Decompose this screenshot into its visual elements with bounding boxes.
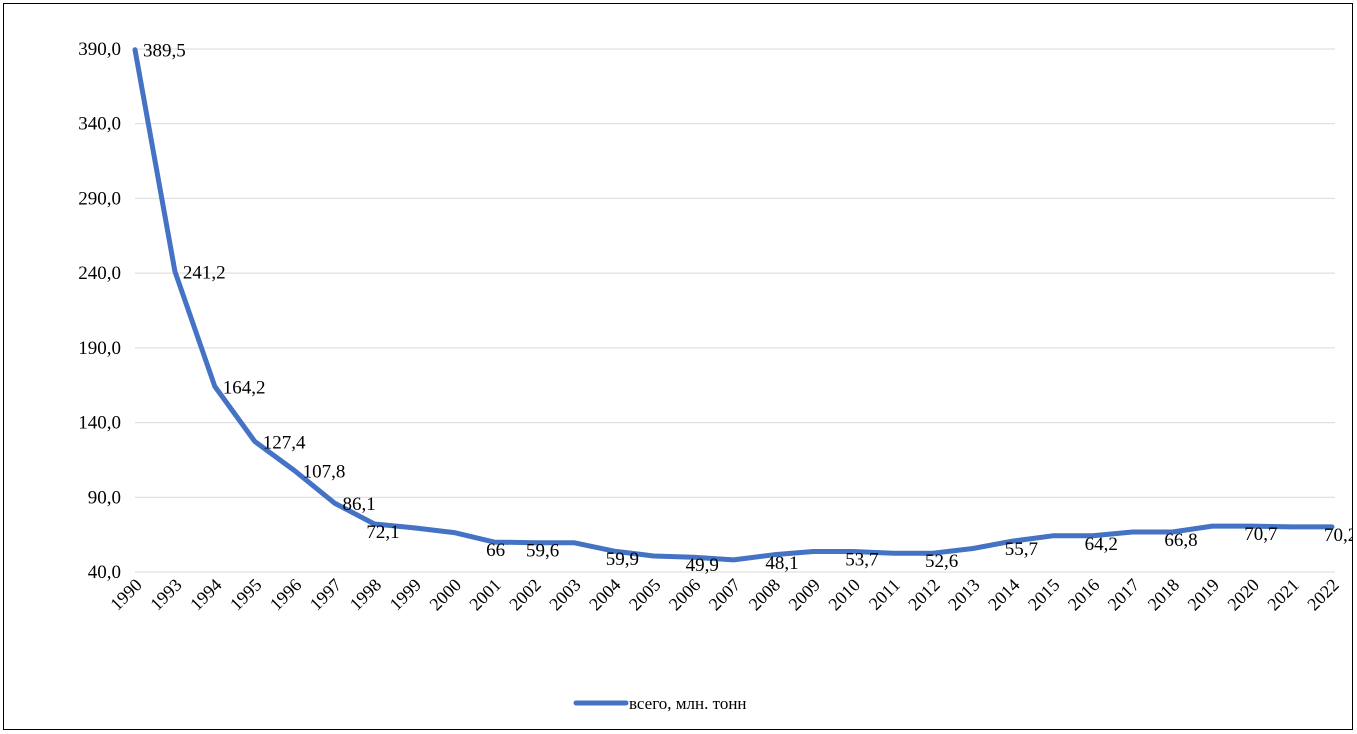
x-tick-label: 2021 (1263, 575, 1303, 615)
data-label: 70,7 (1244, 524, 1277, 545)
data-label: 64,2 (1085, 534, 1118, 555)
x-tick-label: 1995 (226, 575, 266, 615)
data-label: 66,8 (1164, 530, 1197, 551)
data-label: 59,9 (606, 549, 639, 570)
data-label: 55,7 (1005, 539, 1038, 560)
x-tick-label: 2002 (505, 575, 545, 615)
x-tick-label: 2010 (824, 575, 864, 615)
y-tick-label: 390,0 (78, 39, 121, 60)
y-tick-label: 190,0 (78, 338, 121, 359)
y-tick-label: 240,0 (78, 263, 121, 284)
x-tick-label: 2014 (984, 575, 1024, 615)
y-tick-label: 340,0 (78, 114, 121, 135)
x-tick-label: 2006 (665, 575, 705, 615)
line-chart: 390,0 340,0 290,0 240,0 190,0 140,0 90,0 40,0 1… (78, 39, 1357, 713)
x-tick-label: 2011 (865, 575, 904, 614)
x-tick-label: 2000 (425, 575, 465, 615)
x-tick-label: 2005 (625, 575, 665, 615)
x-tick-label: 2007 (705, 575, 745, 615)
x-tick-label: 2017 (1104, 575, 1144, 615)
x-tick-label: 2009 (785, 575, 825, 615)
x-tick-label: 1994 (186, 575, 226, 615)
data-label: 389,5 (143, 41, 186, 62)
data-label: 52,6 (925, 551, 958, 572)
x-tick-label: 2019 (1184, 575, 1224, 615)
y-tick-label: 90,0 (88, 487, 121, 508)
chart-frame: 390,0 340,0 290,0 240,0 190,0 140,0 90,0 40,0 1… (3, 3, 1357, 730)
x-tick-label: 1998 (346, 575, 386, 615)
x-tick-label: 2016 (1064, 575, 1104, 615)
x-tick-label: 2022 (1303, 575, 1343, 615)
legend: всего, млн. тонн (573, 694, 747, 713)
x-tick-label: 2020 (1223, 575, 1263, 615)
data-label: 164,2 (223, 377, 266, 398)
data-label: 127,4 (263, 432, 306, 453)
y-tick-label: 40,0 (88, 562, 121, 583)
x-axis: 1990 1993 1994 1995 1996 1997 1998 1999 2000 2001… (106, 575, 1343, 615)
data-label: 48,1 (765, 553, 798, 574)
x-tick-label: 1997 (306, 575, 346, 615)
data-label: 53,7 (845, 550, 878, 571)
data-label: 49,9 (686, 555, 719, 576)
x-tick-label: 2013 (944, 575, 984, 615)
x-tick-label: 2012 (904, 575, 944, 615)
x-tick-label: 1993 (146, 575, 186, 615)
data-label: 86,1 (343, 494, 376, 515)
series-line (132, 47, 1335, 563)
data-label: 241,2 (183, 262, 226, 283)
y-tick-label: 290,0 (78, 188, 121, 209)
x-tick-label: 2008 (745, 575, 785, 615)
data-label: 72,1 (366, 522, 399, 543)
data-labels: 389,5 241,2 164,2 127,4 107,8 86,1 72,1 66 59,6 5… (143, 41, 1357, 576)
x-tick-label: 1996 (266, 575, 306, 615)
x-tick-label: 2001 (465, 575, 505, 615)
y-axis: 390,0 340,0 290,0 240,0 190,0 140,0 90,0 40,0 (78, 39, 121, 583)
x-tick-label: 2004 (585, 575, 625, 615)
data-label: 59,6 (526, 541, 559, 562)
data-label: 107,8 (303, 462, 346, 483)
x-tick-label: 2003 (545, 575, 585, 615)
legend-label: всего, млн. тонн (629, 694, 747, 713)
x-tick-label: 2018 (1144, 575, 1184, 615)
x-tick-label: 1999 (386, 575, 426, 615)
y-tick-label: 140,0 (78, 413, 121, 434)
gridlines (135, 48, 1335, 573)
data-label: 70,2 (1324, 525, 1352, 546)
x-tick-label: 2015 (1024, 575, 1064, 615)
data-label: 66 (486, 540, 505, 561)
